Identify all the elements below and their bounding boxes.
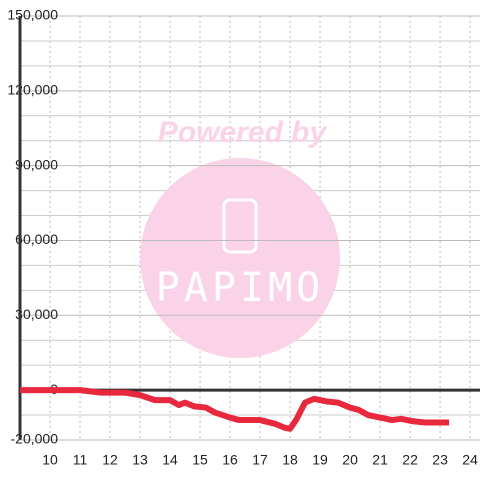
x-tick-label: 14 [162,452,178,468]
x-tick-label: 17 [252,452,268,468]
x-tick-label: 18 [282,452,298,468]
x-tick-label: 19 [312,452,328,468]
x-tick-label: 22 [402,452,418,468]
x-tick-label: 12 [102,452,118,468]
y-tick-label: 90,000 [15,156,58,172]
x-tick-label: 16 [222,452,238,468]
y-tick-label: 150,000 [7,7,58,23]
watermark-icon [222,198,258,254]
x-tick-label: 10 [42,452,58,468]
y-tick-label: 30,000 [15,306,58,322]
watermark-logo: PAPIMO [156,265,325,311]
watermark-title: Powered by [158,116,328,149]
x-tick-label: 20 [342,452,358,468]
data-line [20,387,450,432]
x-tick-label: 21 [372,452,388,468]
x-tick-label: 13 [132,452,148,468]
y-tick-label: 120,000 [7,82,58,98]
x-tick-label: 15 [192,452,208,468]
watermark-circle [140,158,340,358]
y-tick-label: 60,000 [15,231,58,247]
x-tick-label: 11 [73,452,88,468]
y-tick-label: -20,000 [11,431,59,447]
x-tick-label: 23 [432,452,448,468]
x-tick-label: 24 [462,452,478,468]
